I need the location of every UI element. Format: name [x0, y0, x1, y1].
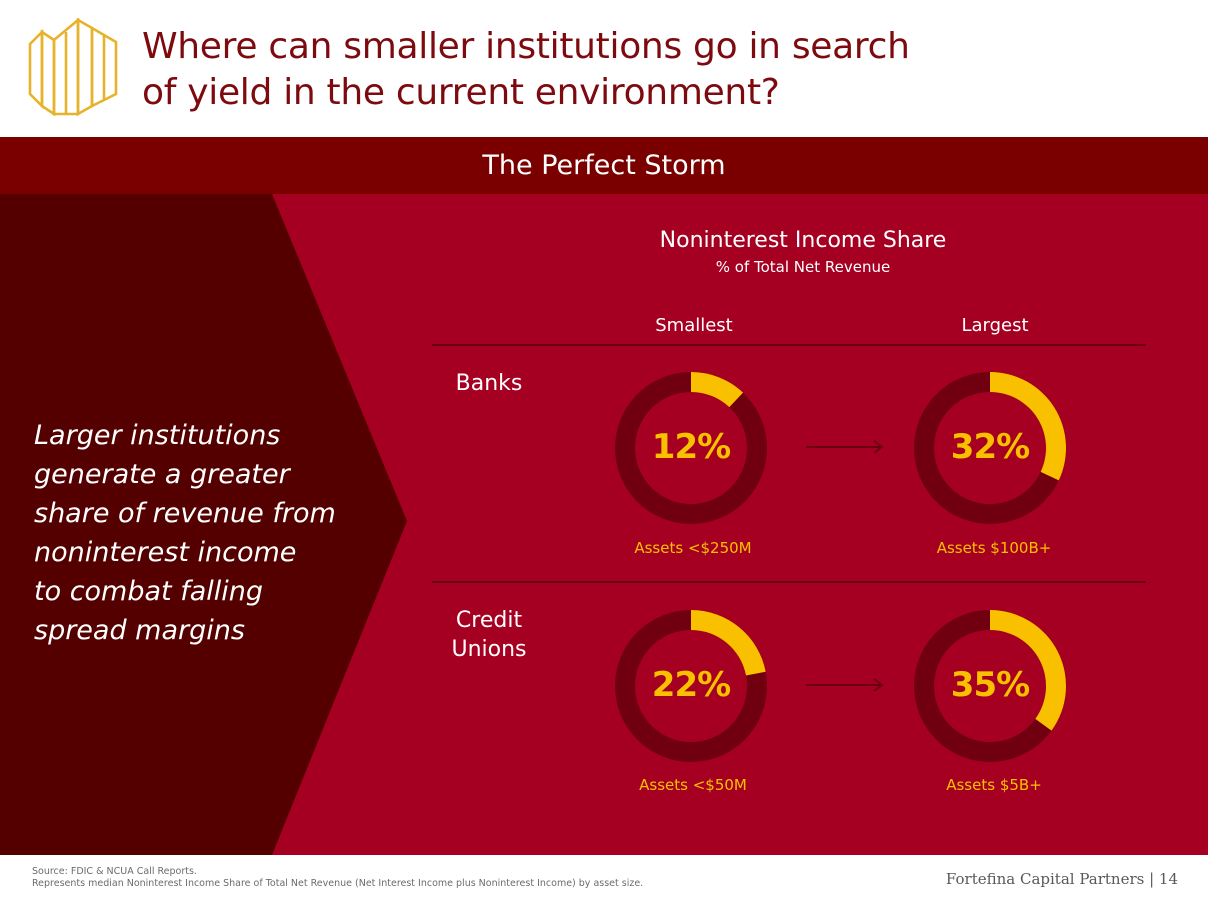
- lead-statement: Larger institutions generate a greater s…: [34, 416, 394, 650]
- donut-value-arc: [990, 610, 1066, 731]
- chart-subtitle: % of Total Net Revenue: [715, 258, 891, 276]
- donut-value-label: 32%: [950, 427, 1030, 467]
- source-note-line: Source: FDIC & NCUA Call Reports.: [32, 866, 197, 877]
- donut-credit-unions-smallest: [615, 610, 767, 762]
- lead-chevron-shape: [0, 194, 407, 855]
- lead-line: share of revenue from: [34, 498, 336, 529]
- donut-value-label: 22%: [651, 665, 731, 705]
- donut-value-arc: [691, 610, 766, 676]
- donut-credit-unions-largest: [914, 610, 1066, 762]
- lead-line: Larger institutions: [34, 420, 281, 451]
- source-note: Source: FDIC & NCUA Call Reports. Repres…: [32, 866, 643, 890]
- row-label-banks: Banks: [434, 369, 544, 398]
- row-label-line: Banks: [455, 371, 523, 396]
- donut-banks-largest: [914, 372, 1066, 524]
- brand-page-number: Fortefina Capital Partners | 14: [945, 870, 1178, 888]
- lead-line: generate a greater: [34, 459, 290, 490]
- lead-line: noninterest income: [34, 537, 297, 568]
- header-divider: [432, 344, 1146, 346]
- column-header-smallest: Smallest: [655, 315, 733, 336]
- lead-line: spread margins: [34, 615, 245, 646]
- chart-title: Noninterest Income Share: [659, 228, 947, 253]
- asset-size-label: Assets $100B+: [936, 539, 1052, 557]
- row-label-line: Credit: [455, 608, 523, 633]
- donut-value-label: 35%: [950, 665, 1030, 705]
- arrow-right-icon: [806, 440, 884, 454]
- row-label-credit-unions: Credit Unions: [434, 606, 544, 664]
- asset-size-label: Assets <$250M: [634, 539, 752, 557]
- company-logo-icon: [28, 18, 118, 116]
- row-label-line: Unions: [451, 637, 527, 662]
- page-title-line-1: Where can smaller institutions go in sea…: [142, 26, 910, 67]
- row-divider: [432, 581, 1146, 583]
- asset-size-label: Assets <$50M: [639, 776, 747, 794]
- source-note-line: Represents median Noninterest Income Sha…: [32, 878, 644, 889]
- page-title: Where can smaller institutions go in sea…: [142, 24, 1182, 116]
- lead-line: to combat falling: [34, 576, 264, 607]
- donut-value-arc: [691, 372, 744, 408]
- content-panel: Larger institutions generate a greater s…: [0, 194, 1208, 855]
- donut-banks-smallest: [615, 372, 767, 524]
- column-header-largest: Largest: [961, 315, 1029, 336]
- donut-value-arc: [990, 372, 1066, 481]
- donut-value-label: 12%: [651, 427, 731, 467]
- asset-size-label: Assets $5B+: [946, 776, 1042, 794]
- page-title-line-2: of yield in the current environment?: [142, 72, 780, 113]
- section-banner: The Perfect Storm: [0, 137, 1208, 194]
- arrow-right-icon: [806, 678, 884, 692]
